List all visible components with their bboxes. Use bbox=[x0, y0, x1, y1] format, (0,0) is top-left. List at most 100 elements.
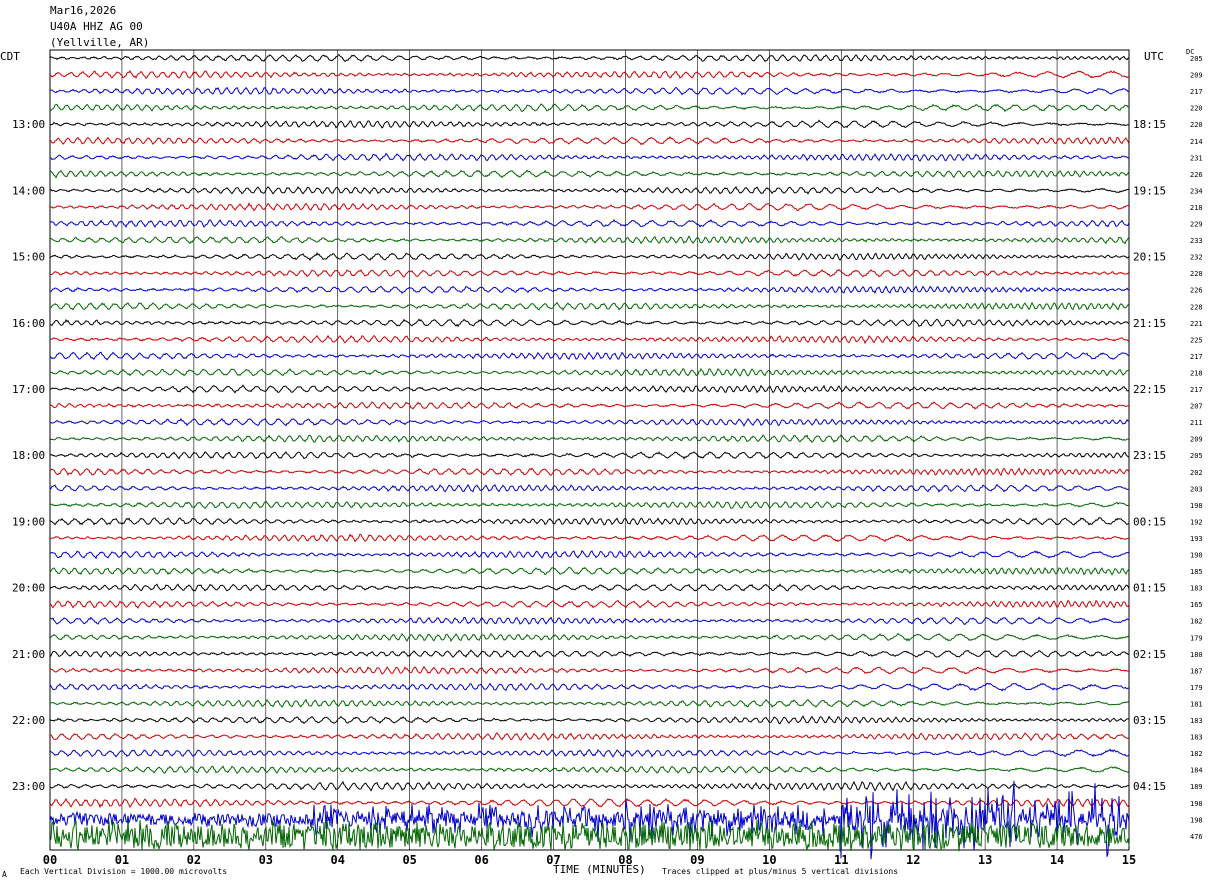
right-hour-label: 01:15 bbox=[1133, 582, 1166, 595]
left-hour-label: 16:00 bbox=[12, 317, 45, 330]
right-hour-label: 04:15 bbox=[1133, 780, 1166, 793]
right-hour-label: 22:15 bbox=[1133, 383, 1166, 396]
dc-offset-value: 476 bbox=[1190, 833, 1203, 841]
dc-offset-value: 220 bbox=[1190, 105, 1203, 113]
trace-row-20 bbox=[49, 384, 1130, 394]
dc-offset-value: 214 bbox=[1190, 138, 1203, 146]
trace-row-1 bbox=[49, 70, 1129, 80]
trace-row-21 bbox=[49, 401, 1129, 410]
trace-row-30 bbox=[49, 549, 1130, 560]
left-hour-label: 22:00 bbox=[12, 714, 45, 727]
dc-offset-value: 234 bbox=[1190, 187, 1203, 195]
x-axis-title: TIME (MINUTES) bbox=[553, 863, 646, 876]
right-hour-label: 23:15 bbox=[1133, 449, 1166, 462]
dc-offset-value: 198 bbox=[1190, 816, 1203, 824]
dc-offset-value: 183 bbox=[1190, 585, 1203, 593]
trace-row-12 bbox=[49, 251, 1130, 262]
dc-offset-value: 232 bbox=[1190, 254, 1203, 262]
dc-offset-value: 225 bbox=[1190, 336, 1203, 344]
dc-offset-value: 187 bbox=[1190, 667, 1203, 675]
x-tick-label: 04 bbox=[331, 853, 345, 867]
left-timezone-label: CDT bbox=[0, 50, 20, 63]
dc-offset-value: 183 bbox=[1190, 717, 1203, 725]
right-hour-label: 20:15 bbox=[1133, 251, 1166, 264]
left-hour-label: 20:00 bbox=[12, 582, 45, 595]
trace-row-41 bbox=[49, 732, 1130, 741]
clip-note: Traces clipped at plus/minus 5 vertical … bbox=[662, 867, 899, 876]
right-hour-label: 00:15 bbox=[1133, 515, 1166, 528]
x-tick-label: 01 bbox=[115, 853, 129, 867]
x-tick-label: 09 bbox=[690, 853, 704, 867]
trace-row-11 bbox=[49, 235, 1130, 245]
trace-row-45 bbox=[49, 797, 1130, 809]
trace-row-34 bbox=[49, 616, 1130, 625]
plot-frame bbox=[49, 49, 1130, 851]
dc-offset-value: 231 bbox=[1190, 154, 1203, 162]
dc-offset-value: 193 bbox=[1190, 535, 1203, 543]
trace-row-37 bbox=[49, 665, 1130, 675]
trace-row-31 bbox=[49, 566, 1130, 576]
trace-row-16 bbox=[50, 318, 1130, 328]
right-hour-label: 03:15 bbox=[1133, 714, 1166, 727]
dc-offset-value: 190 bbox=[1190, 552, 1203, 560]
trace-row-2 bbox=[49, 86, 1130, 96]
dc-offset-value: 226 bbox=[1190, 287, 1203, 295]
dc-offset-value: 228 bbox=[1190, 270, 1203, 278]
seismic-traces bbox=[49, 53, 1130, 860]
trace-row-14 bbox=[49, 285, 1130, 295]
trace-row-39 bbox=[49, 698, 1130, 709]
right-hour-label: 18:15 bbox=[1133, 118, 1166, 131]
dc-offset-value: 218 bbox=[1190, 204, 1203, 212]
x-tick-label: 05 bbox=[402, 853, 416, 867]
left-hour-label: 15:00 bbox=[12, 251, 45, 264]
trace-row-9 bbox=[49, 201, 1130, 212]
trace-row-46 bbox=[49, 780, 1130, 860]
trace-row-25 bbox=[49, 467, 1130, 477]
header-date: Mar16,2026 bbox=[50, 4, 117, 17]
x-tick-label: 14 bbox=[1050, 853, 1064, 867]
x-tick-label: 06 bbox=[474, 853, 488, 867]
dc-offset-value: 211 bbox=[1190, 419, 1203, 427]
dc-offset-value: 209 bbox=[1190, 436, 1203, 444]
dc-offset-value: 179 bbox=[1190, 684, 1203, 692]
trace-row-19 bbox=[49, 367, 1130, 377]
dc-offset-value: 205 bbox=[1190, 452, 1203, 460]
trace-row-47 bbox=[49, 820, 1130, 852]
x-tick-label: 03 bbox=[259, 853, 273, 867]
dc-offset-value: 205 bbox=[1190, 55, 1203, 63]
trace-row-35 bbox=[49, 632, 1130, 643]
trace-row-5 bbox=[49, 136, 1130, 146]
axis-labels: 00 01 02 03 04 05 06 07 08 09 10 11 12 13 14 15 13:00 14:… bbox=[12, 55, 1203, 867]
dc-offset-value: 192 bbox=[1190, 518, 1203, 526]
dc-offset-value: 217 bbox=[1190, 353, 1203, 361]
right-hour-label: 19:15 bbox=[1133, 184, 1166, 197]
x-tick-label: 07 bbox=[546, 853, 560, 867]
trace-row-8 bbox=[49, 185, 1130, 195]
trace-row-6 bbox=[49, 152, 1130, 162]
trace-row-36 bbox=[49, 649, 1129, 658]
trace-row-4 bbox=[49, 119, 1130, 129]
dc-offset-value: 189 bbox=[1190, 783, 1203, 791]
x-tick-label: 08 bbox=[618, 853, 632, 867]
right-hour-label: 21:15 bbox=[1133, 317, 1166, 330]
trace-row-10 bbox=[50, 218, 1130, 229]
dc-offset-value: 198 bbox=[1190, 800, 1203, 808]
trace-row-29 bbox=[49, 533, 1130, 543]
dc-offset-value: 209 bbox=[1190, 72, 1203, 80]
trace-row-28 bbox=[49, 517, 1130, 526]
trace-row-3 bbox=[49, 103, 1130, 113]
x-tick-label: 02 bbox=[187, 853, 201, 867]
trace-row-43 bbox=[49, 765, 1130, 774]
x-tick-label: 10 bbox=[762, 853, 776, 867]
dc-offset-value: 180 bbox=[1190, 651, 1203, 659]
x-tick-label: 13 bbox=[978, 853, 992, 867]
left-hour-label: 14:00 bbox=[12, 184, 45, 197]
x-tick-label: 15 bbox=[1122, 853, 1136, 867]
x-tick-label: 00 bbox=[43, 853, 57, 867]
dc-offset-value: 221 bbox=[1190, 320, 1203, 328]
dc-offset-value: 203 bbox=[1190, 485, 1203, 493]
trace-row-42 bbox=[49, 748, 1130, 758]
dc-offset-value: 226 bbox=[1190, 171, 1203, 179]
trace-row-33 bbox=[49, 599, 1130, 609]
